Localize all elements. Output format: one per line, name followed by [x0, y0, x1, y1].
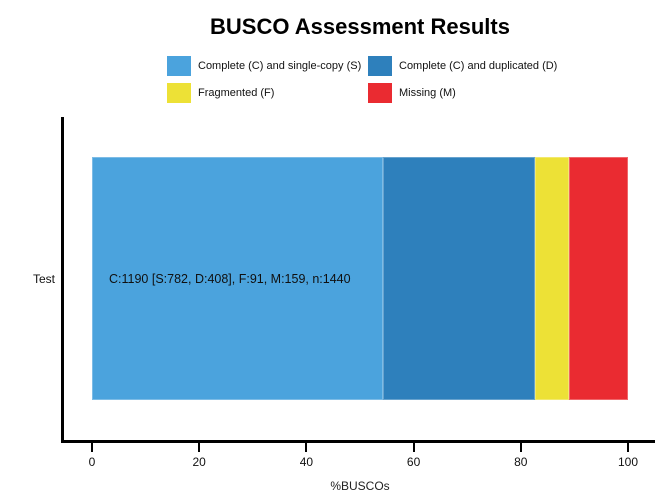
x-tick-mark [305, 443, 308, 452]
bar-segment-m [568, 157, 628, 400]
x-tick-mark [198, 443, 201, 452]
bar-segment-s [92, 157, 384, 400]
legend-item-duplicated: Complete (C) and duplicated (D) [368, 56, 557, 76]
x-tick-mark [412, 443, 415, 452]
fragmented-swatch-icon [167, 83, 191, 103]
legend-item-fragmented: Fragmented (F) [167, 83, 368, 103]
x-tick-label: 20 [192, 455, 206, 469]
legend-item-single-copy: Complete (C) and single-copy (S) [167, 56, 368, 76]
x-tick-label: 60 [406, 455, 421, 469]
bar-segment-d [383, 157, 535, 400]
x-tick-label: 0 [88, 455, 96, 469]
x-tick-label: 100 [617, 455, 639, 469]
legend-item-missing: Missing (M) [368, 83, 557, 103]
x-tick-mark [519, 443, 522, 452]
x-tick-label: 80 [514, 455, 528, 469]
duplicated-swatch-icon [368, 56, 392, 76]
stacked-bar: C:1190 [S:782, D:408], F:91, M:159, n:14… [92, 157, 628, 400]
y-axis [61, 117, 64, 443]
x-tick-container: 0 20 40 60 80 100 [89, 443, 638, 473]
legend-label: Complete (C) and duplicated (D) [399, 60, 558, 72]
legend-label: Fragmented (F) [198, 87, 275, 99]
legend-label: Missing (M) [399, 87, 456, 99]
single-copy-swatch-icon [167, 56, 191, 76]
missing-swatch-icon [368, 83, 392, 103]
x-axis-label: %BUSCOs [330, 479, 390, 493]
x-tick-label: 40 [299, 455, 314, 469]
x-tick-mark [91, 443, 93, 452]
y-category-label: Test [32, 271, 55, 286]
chart-legend: Complete (C) and single-copy (S) Complet… [167, 56, 557, 103]
legend-label: Complete (C) and single-copy (S) [198, 60, 362, 72]
x-axis [61, 440, 655, 443]
bar-segment-f [534, 157, 569, 400]
bar-value-label: C:1190 [S:782, D:408], F:91, M:159, n:14… [109, 271, 351, 286]
chart-title: BUSCO Assessment Results [210, 14, 510, 39]
x-tick-mark [627, 443, 629, 452]
